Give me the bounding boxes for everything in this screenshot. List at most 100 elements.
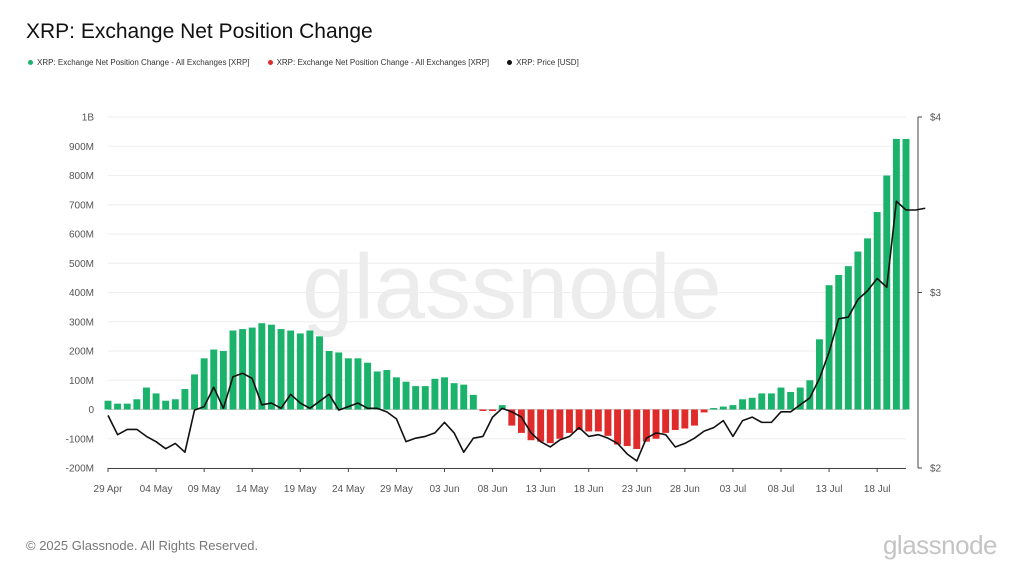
bar-positive [373,371,381,410]
bar-positive [344,358,352,410]
bar-positive [873,212,881,410]
bar-positive [142,387,150,410]
bar-positive [902,138,910,410]
bar-positive [171,399,179,410]
x-tick-label: 13 Jul [816,484,843,495]
x-tick-label: 09 May [188,484,221,495]
bar-positive [229,330,237,410]
y-tick-label: -200M [66,464,94,475]
bar-positive [325,351,333,410]
bar-positive [152,393,160,410]
x-tick-label: 14 May [236,484,269,495]
x-tick-label: 29 Apr [94,484,124,495]
bar-positive [412,386,420,410]
y-tick-label: 600M [69,230,94,241]
bar-negative [508,409,516,426]
bar-positive [806,380,814,410]
y-right-tick-label: $2 [930,464,942,475]
bar-positive [864,238,872,410]
bar-positive [777,387,785,410]
bar-positive [758,393,766,410]
x-tick-label: 03 Jun [429,484,459,495]
bar-positive [210,349,218,410]
bar-positive [450,383,458,410]
bar-positive [498,405,506,410]
bar-positive [854,251,862,410]
legend-dot-red [267,60,273,65]
bar-negative [585,409,593,432]
bar-negative [556,409,564,439]
bar-positive [748,397,756,410]
bar-positive [892,138,900,410]
bar-positive [306,330,314,410]
y-tick-label: 1B [82,113,95,124]
bar-positive [739,399,747,410]
bar-positive [316,336,323,410]
bar-positive [123,403,131,410]
legend-label: XRP: Exchange Net Position Change - All … [276,58,490,67]
legend-label: XRP: Exchange Net Position Change - All … [37,58,250,67]
bar-positive [248,327,256,410]
bar-positive [460,384,468,410]
bar-positive [796,387,804,410]
y-tick-label: 300M [69,317,94,328]
bar-positive [469,394,477,410]
bar-positive [825,285,833,410]
bar-positive [200,358,208,410]
bar-positive [277,329,285,410]
bar-negative [662,409,670,433]
y-tick-label: 700M [69,200,94,211]
x-tick-label: 03 Jul [720,484,747,495]
watermark-text: glassnode [302,236,721,338]
bar-negative [594,409,602,432]
y-tick-label: 0 [88,405,94,416]
bar-positive [383,370,391,410]
copyright-text: © 2025 Glassnode. All Rights Reserved. [26,538,259,553]
bar-positive [844,266,852,410]
bar-positive [219,351,227,410]
legend-dot-green [28,60,33,65]
bar-positive [104,400,112,410]
bar-negative [575,409,583,430]
bar-positive [296,333,304,410]
x-tick-label: 18 Jul [864,484,891,495]
bar-negative [642,409,650,442]
x-tick-label: 08 Jul [768,484,795,495]
bar-negative [479,409,487,411]
x-tick-label: 13 Jun [526,484,556,495]
bar-negative [681,409,689,429]
bar-negative [614,409,622,445]
bar-negative [671,409,679,430]
bar-positive [729,405,737,410]
bar-positive [719,406,727,410]
bar-positive [354,358,362,410]
bar-positive [787,391,795,410]
x-tick-label: 04 May [140,484,173,495]
y-right-tick-label: $4 [930,113,942,124]
bar-positive [287,330,295,410]
x-tick-label: 24 May [332,484,365,495]
bar-negative [489,409,497,411]
bar-negative [537,409,545,442]
price-line [107,200,926,462]
bar-positive [767,393,775,410]
bar-positive [816,339,823,410]
y-tick-label: 200M [69,347,94,358]
bar-positive [258,323,266,410]
bar-positive [267,324,275,410]
bar-positive [710,408,718,410]
legend-label: XRP: Price [USD] [516,58,579,67]
bar-positive [181,389,189,410]
legend-item-outflow[interactable]: XRP: Exchange Net Position Change - All … [267,58,490,67]
bar-positive [441,377,448,410]
bar-positive [335,352,343,410]
bar-positive [392,377,400,410]
brand-logo: glassnode [882,530,998,560]
y-tick-label: 400M [69,288,94,299]
bar-positive [114,403,122,410]
legend-item-price[interactable]: XRP: Price [USD] [507,58,579,67]
bar-negative [691,409,698,426]
bar-negative [623,409,631,447]
legend-item-inflow[interactable]: XRP: Exchange Net Position Change - All … [28,58,250,67]
